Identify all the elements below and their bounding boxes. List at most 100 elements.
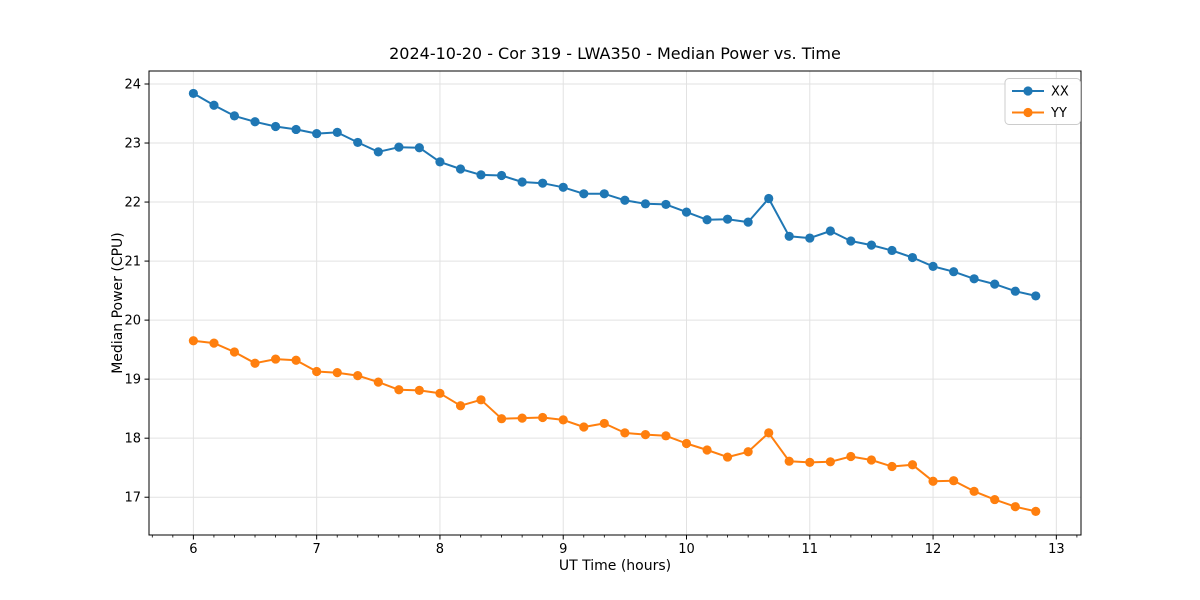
series-XX-point-4 — [271, 121, 281, 132]
x-tick-label-8: 8 — [436, 542, 444, 557]
series-XX-point-7 — [332, 127, 342, 137]
series-XX-point-24 — [681, 207, 692, 217]
x-tick-label-10: 10 — [678, 542, 695, 557]
series-line-XX — [192, 92, 1037, 297]
chart-title: 2024-10-20 - Cor 319 - LWA350 - Median P… — [389, 44, 841, 63]
series-YY-point-26 — [722, 452, 733, 462]
x-tick-label-13: 13 — [1048, 542, 1065, 557]
series-XX-point-17 — [538, 178, 548, 188]
series-XX-point-8 — [353, 137, 363, 148]
series-XX-point-33 — [866, 240, 877, 250]
series-YY-point-32 — [846, 451, 856, 462]
series-XX-point-29 — [784, 231, 794, 241]
y-tick-label-23: 23 — [124, 137, 141, 152]
series-YY-point-2 — [229, 347, 240, 357]
series-YY-point-27 — [743, 447, 753, 457]
legend-label-YY: YY — [1050, 106, 1067, 121]
series-YY-point-1 — [209, 338, 219, 348]
series-XX-point-26 — [722, 214, 733, 224]
series-YY-point-37 — [949, 476, 959, 486]
series-XX-point-21 — [620, 195, 630, 205]
series-YY-point-35 — [907, 460, 918, 470]
series-XX-point-18 — [558, 182, 568, 192]
series-XX-point-25 — [702, 215, 712, 225]
series-YY-point-17 — [538, 412, 548, 423]
series-YY-point-12 — [435, 388, 445, 398]
series-XX-point-19 — [579, 189, 589, 199]
series-YY-point-30 — [805, 457, 815, 467]
series-XX-point-28 — [764, 193, 774, 204]
series-YY-point-36 — [928, 476, 938, 486]
series-XX-point-39 — [990, 279, 1000, 289]
series-YY-point-20 — [599, 418, 609, 429]
series-XX-point-16 — [517, 177, 527, 187]
series-XX-point-35 — [907, 252, 918, 263]
plot-spines — [148, 70, 1082, 536]
x-tick-label-12: 12 — [925, 542, 942, 557]
y-tick-label-21: 21 — [124, 255, 141, 270]
x-tick-label-7: 7 — [313, 542, 321, 557]
series-XX-point-41 — [1031, 291, 1041, 301]
series-XX-point-31 — [825, 226, 835, 236]
series-XX-point-40 — [1010, 286, 1020, 296]
series-XX-point-37 — [949, 267, 959, 277]
x-axis-label: UT Time (hours) — [558, 558, 672, 574]
series-XX-point-34 — [887, 245, 897, 256]
series-YY-point-5 — [291, 355, 301, 365]
series-YY-point-23 — [661, 431, 671, 441]
series-XX-point-15 — [496, 170, 507, 181]
legend-label-XX: XX — [1051, 85, 1069, 100]
series-XX-point-2 — [229, 111, 240, 121]
series-YY-point-3 — [250, 358, 260, 368]
series-YY-point-28 — [764, 428, 774, 438]
series-YY-point-25 — [702, 445, 712, 455]
series-XX-point-20 — [599, 189, 609, 199]
series-YY-point-11 — [414, 385, 424, 395]
series-YY-point-6 — [312, 366, 322, 377]
series-XX-point-14 — [476, 170, 486, 180]
series-XX-point-12 — [435, 157, 445, 167]
series-XX-point-11 — [414, 143, 424, 153]
series-YY-point-10 — [394, 385, 404, 395]
series-YY-point-15 — [496, 414, 507, 424]
series-YY-point-22 — [640, 430, 651, 440]
series-XX-point-27 — [743, 217, 753, 227]
series-XX-point-9 — [373, 147, 383, 157]
legend-box — [1004, 78, 1081, 125]
series-YY-point-16 — [517, 413, 527, 423]
series-YY-point-9 — [373, 377, 383, 387]
series-XX-point-22 — [640, 199, 651, 209]
series-XX-point-38 — [969, 274, 979, 284]
series-YY-point-33 — [866, 455, 877, 465]
legend-marker-YY — [1023, 107, 1033, 118]
y-tick-label-24: 24 — [124, 77, 141, 92]
series-YY-point-40 — [1010, 502, 1020, 512]
y-tick-label-22: 22 — [124, 196, 141, 211]
series-YY-point-24 — [681, 438, 692, 449]
series-XX-point-32 — [846, 236, 856, 246]
y-tick-label-18: 18 — [124, 432, 141, 447]
series-YY-point-4 — [271, 354, 281, 364]
series-XX-point-6 — [312, 128, 322, 139]
series-YY-point-41 — [1031, 506, 1041, 516]
series-YY-point-13 — [455, 401, 466, 411]
x-tick-label-9: 9 — [559, 542, 567, 557]
series-YY-point-18 — [558, 415, 568, 425]
series-YY-point-34 — [887, 461, 897, 472]
y-tick-label-19: 19 — [124, 373, 141, 388]
series-YY-point-14 — [476, 395, 486, 405]
series-XX-point-23 — [661, 199, 671, 210]
series-line-YY — [192, 339, 1037, 513]
series-YY-point-21 — [620, 428, 630, 438]
series-YY-point-29 — [784, 456, 794, 466]
y-tick-label-20: 20 — [124, 314, 141, 329]
series-XX-point-3 — [250, 117, 260, 127]
series-XX-point-5 — [291, 124, 301, 135]
series-YY-point-38 — [969, 486, 979, 496]
series-YY-point-7 — [332, 368, 342, 378]
x-tick-label-6: 6 — [189, 542, 197, 557]
y-tick-label-17: 17 — [124, 491, 141, 506]
series-YY-point-31 — [825, 457, 835, 467]
